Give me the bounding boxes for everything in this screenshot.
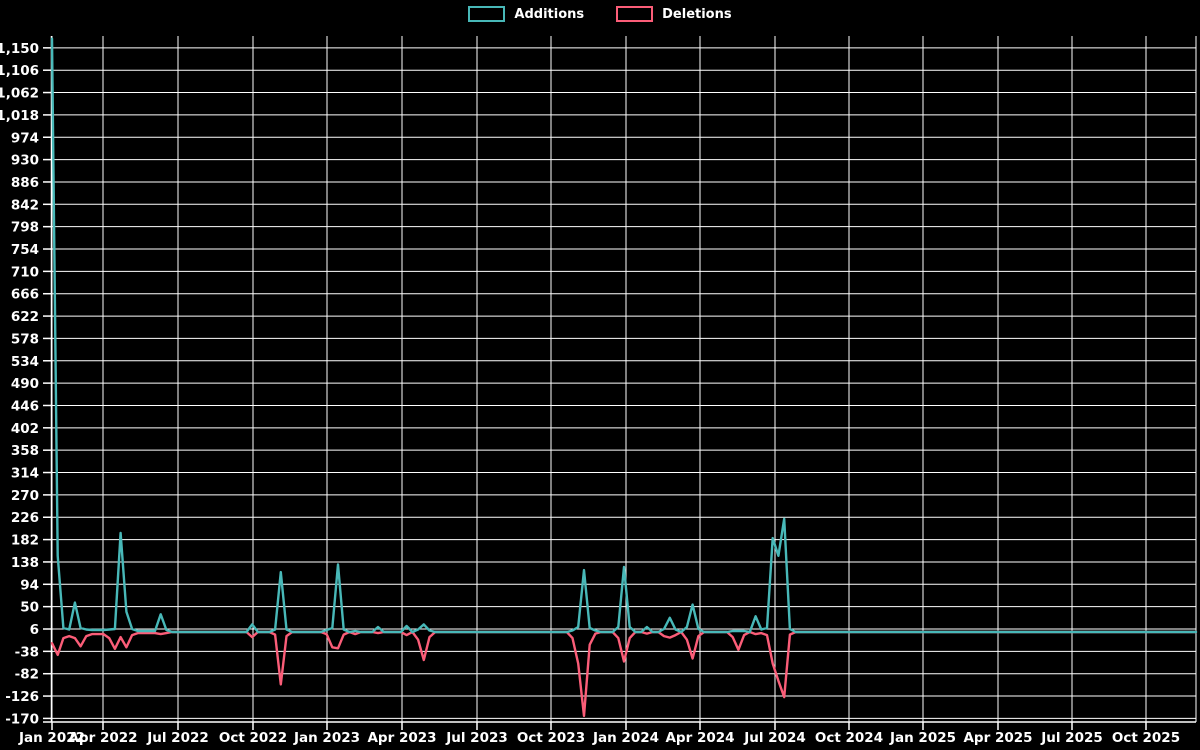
svg-text:182: 182 xyxy=(11,533,39,549)
svg-text:-126: -126 xyxy=(5,689,39,705)
svg-text:Jul 2023: Jul 2023 xyxy=(445,730,508,746)
svg-text:Jan 2022: Jan 2022 xyxy=(18,730,85,746)
svg-text:710: 710 xyxy=(11,264,39,280)
svg-text:94: 94 xyxy=(20,577,39,593)
svg-text:-38: -38 xyxy=(15,644,39,660)
legend-label-deletions: Deletions xyxy=(662,6,732,22)
svg-text:534: 534 xyxy=(11,354,39,370)
svg-text:Jan 2025: Jan 2025 xyxy=(889,730,956,746)
svg-text:6: 6 xyxy=(30,622,39,638)
svg-text:622: 622 xyxy=(11,309,39,325)
svg-text:402: 402 xyxy=(11,421,39,437)
svg-text:Apr 2025: Apr 2025 xyxy=(963,730,1032,746)
svg-text:50: 50 xyxy=(20,600,39,616)
svg-text:842: 842 xyxy=(11,197,39,213)
svg-text:930: 930 xyxy=(11,153,39,169)
svg-text:Jul 2022: Jul 2022 xyxy=(146,730,209,746)
svg-text:666: 666 xyxy=(11,287,39,303)
svg-text:Jan 2024: Jan 2024 xyxy=(592,730,659,746)
svg-text:Apr 2022: Apr 2022 xyxy=(68,730,137,746)
svg-text:138: 138 xyxy=(11,555,39,571)
svg-text:754: 754 xyxy=(11,242,39,258)
svg-text:1,150: 1,150 xyxy=(0,41,39,57)
svg-text:Jul 2025: Jul 2025 xyxy=(1040,730,1103,746)
legend-item-deletions[interactable]: Deletions xyxy=(616,6,732,22)
svg-text:490: 490 xyxy=(11,376,39,392)
svg-text:270: 270 xyxy=(11,488,39,504)
svg-text:Apr 2023: Apr 2023 xyxy=(367,730,436,746)
svg-text:1,018: 1,018 xyxy=(0,108,39,124)
svg-text:Jan 2023: Jan 2023 xyxy=(293,730,360,746)
legend-item-additions[interactable]: Additions xyxy=(468,6,584,22)
additions-swatch-icon xyxy=(468,6,506,22)
svg-text:886: 886 xyxy=(11,175,39,191)
svg-text:Oct 2024: Oct 2024 xyxy=(815,730,883,746)
svg-text:798: 798 xyxy=(11,220,39,236)
svg-text:Oct 2022: Oct 2022 xyxy=(219,730,287,746)
svg-text:358: 358 xyxy=(11,443,39,459)
svg-text:-170: -170 xyxy=(5,711,39,727)
svg-text:Oct 2025: Oct 2025 xyxy=(1112,730,1180,746)
svg-text:Oct 2023: Oct 2023 xyxy=(517,730,585,746)
svg-text:226: 226 xyxy=(11,510,39,526)
svg-text:1,062: 1,062 xyxy=(0,86,39,102)
chart-legend: Additions Deletions xyxy=(0,6,1200,22)
svg-text:578: 578 xyxy=(11,331,39,347)
svg-text:Jul 2024: Jul 2024 xyxy=(743,730,806,746)
svg-text:1,106: 1,106 xyxy=(0,63,39,79)
svg-text:314: 314 xyxy=(11,466,39,482)
svg-text:Apr 2024: Apr 2024 xyxy=(665,730,734,746)
svg-text:446: 446 xyxy=(11,398,39,414)
svg-text:974: 974 xyxy=(11,130,39,146)
deletions-swatch-icon xyxy=(616,6,654,22)
svg-text:-82: -82 xyxy=(15,667,39,683)
legend-label-additions: Additions xyxy=(514,6,585,22)
